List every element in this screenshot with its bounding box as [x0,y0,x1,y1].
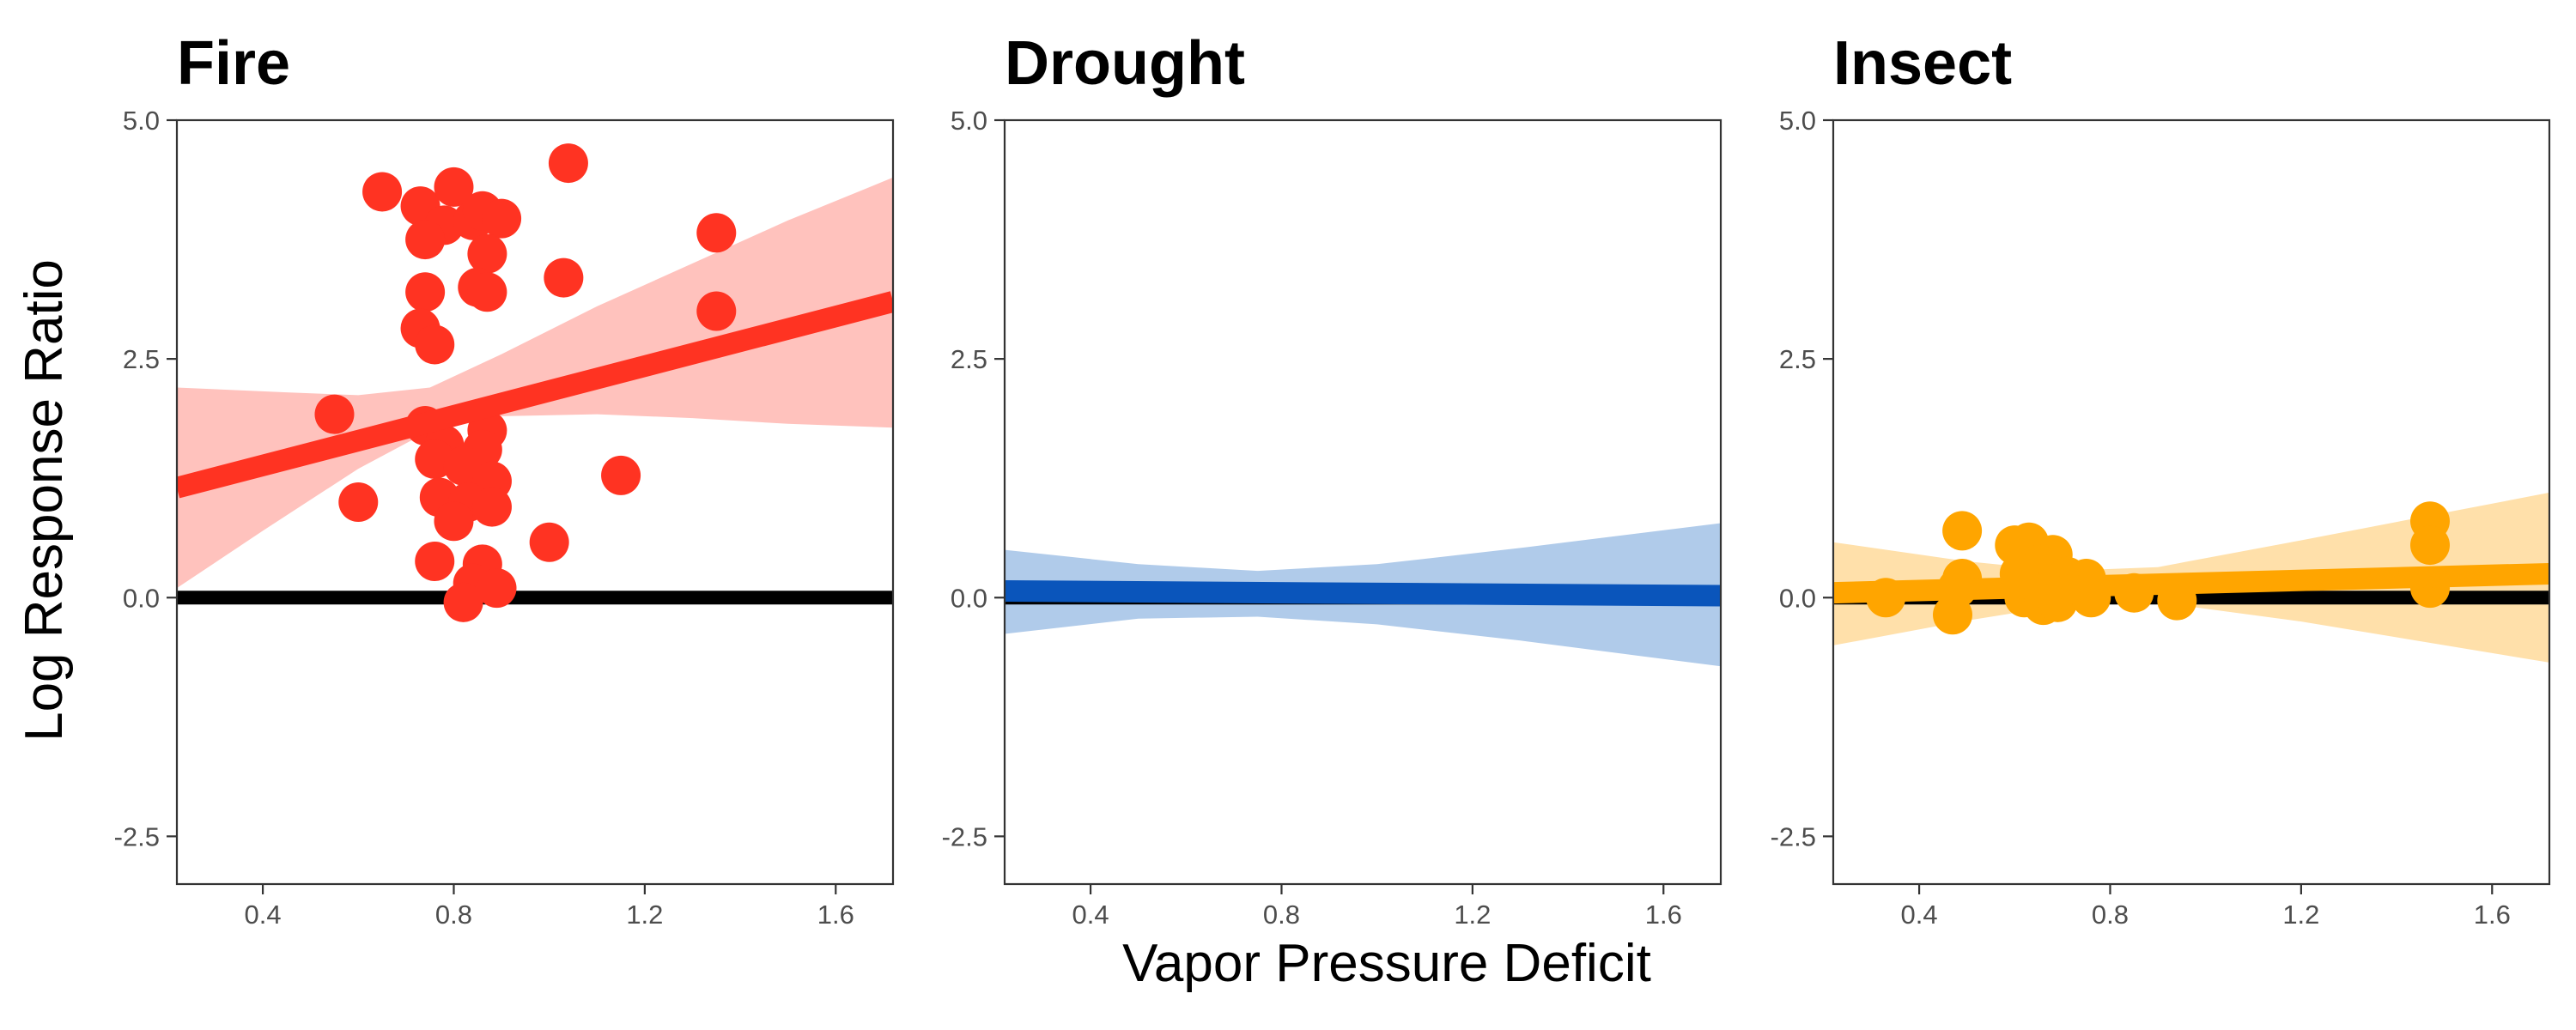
data-point-fire-36 [477,568,517,609]
regression-line-insect [1833,562,2549,604]
data-point-fire-37 [443,582,483,622]
y-tick-label-fire-1: 0.0 [123,583,160,613]
x-tick-label-fire-0: 0.4 [245,900,282,930]
data-point-fire-25 [601,455,641,495]
confidence-band-fire [177,177,893,589]
data-point-fire-12 [405,272,446,312]
plot-area-drought [1005,523,1721,667]
y-tick-label-fire-0: -2.5 [114,821,160,851]
panel-title-insect: Insect [1833,29,2012,98]
data-point-fire-32 [529,522,569,562]
data-point-fire-6 [482,198,522,239]
panel-frame-drought [1003,118,1722,886]
panel-insect: Insect -2.5 0.0 2.5 5.0 0.4 0.8 1.2 1.6 [1771,29,2551,930]
data-point-fire-9 [548,143,588,184]
x-tick-label-fire-1: 0.8 [435,900,472,930]
x-tick-label-insect-0: 0.4 [1901,900,1938,930]
y-tick-label-insect-2: 2.5 [1779,344,1816,374]
data-point-fire-8 [467,233,507,274]
x-tick-label-insect-3: 1.6 [2474,900,2511,930]
panel-title-drought: Drought [1005,29,1245,98]
x-axis-title: Vapor Pressure Deficit [1122,934,1651,993]
data-point-insect-0 [1942,511,1983,551]
data-point-fire-15 [696,291,737,331]
data-point-fire-29 [471,487,512,527]
y-axis-title: Log Response Ratio [15,259,74,742]
y-tick-label-insect-3: 5.0 [1779,106,1816,136]
data-point-fire-33 [415,541,455,581]
regression-line-fire [177,291,893,499]
data-point-fire-11 [544,258,584,298]
x-tick-label-drought-3: 1.6 [1645,900,1682,930]
x-tick-label-drought-0: 0.4 [1072,900,1109,930]
data-point-insect-19 [2410,525,2450,566]
data-point-fire-10 [696,213,737,253]
x-tick-label-fire-3: 1.6 [817,900,854,930]
y-tick-label-drought-1: 0.0 [951,583,987,613]
panel-fire: Fire -2.5 0.0 2.5 5.0 0.4 0.8 1.2 1.6 [114,29,895,930]
data-point-fire-2 [434,167,474,207]
panel-drought: Drought -2.5 0.0 2.5 5.0 0.4 0.8 1.2 1.6 [942,29,1722,930]
x-tick-label-fire-2: 1.2 [626,900,663,930]
plot-area-insect [1833,492,2549,663]
y-tick-label-fire-3: 5.0 [123,106,160,136]
x-tick-label-drought-2: 1.2 [1454,900,1491,930]
x-tick-label-insect-2: 1.2 [2282,900,2319,930]
panels: Fire -2.5 0.0 2.5 5.0 0.4 0.8 1.2 1.6 Drought -2.5… [114,29,2551,930]
x-tick-label-insect-1: 0.8 [2092,900,2129,930]
data-point-fire-30 [338,482,379,522]
data-point-fire-31 [434,501,474,542]
panel-frame-insect [1832,118,2551,886]
data-point-fire-17 [415,324,455,365]
data-point-fire-0 [362,172,403,212]
plot-area-fire [177,143,893,622]
regression-line-drought [1005,579,1721,607]
data-point-insect-11 [1933,595,1972,635]
data-point-fire-18 [314,394,355,434]
y-tick-label-drought-3: 5.0 [951,106,987,136]
y-tick-label-drought-2: 2.5 [951,344,987,374]
y-tick-label-insect-0: -2.5 [1771,821,1816,851]
data-point-fire-14 [467,272,507,312]
y-tick-label-drought-0: -2.5 [942,821,987,851]
y-tick-label-insect-1: 0.0 [1779,583,1816,613]
data-point-fire-7 [405,220,446,260]
panel-frame-fire [175,118,895,886]
panel-title-fire: Fire [177,29,290,98]
x-tick-label-drought-1: 0.8 [1263,900,1300,930]
y-tick-label-fire-2: 2.5 [123,344,160,374]
